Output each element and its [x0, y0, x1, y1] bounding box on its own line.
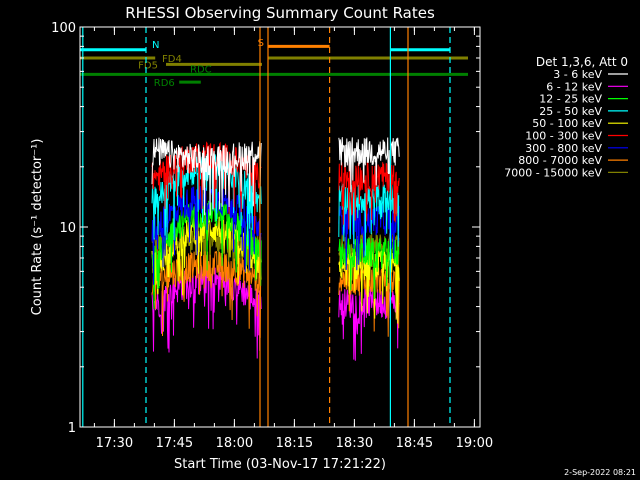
legend-label-25-50-kev: 25 - 50 keV	[539, 105, 602, 118]
series-3-6-kev-orbit-1	[151, 137, 262, 216]
x-tick-label-6: 19:00	[456, 436, 493, 451]
series-3-6-kev-orbit-2	[338, 137, 400, 193]
flag-label-rdc: RDC	[190, 65, 212, 76]
y-tick-label-1: 10	[59, 221, 76, 236]
footer-timestamp: 2-Sep-2022 08:21	[564, 468, 636, 477]
legend-label-3-6-kev: 3 - 6 keV	[553, 68, 602, 81]
legend-label-50-100-kev: 50 - 100 keV	[532, 117, 602, 130]
legend-title: Det 1,3,6, Att 0	[536, 55, 628, 69]
x-tick-label-0: 17:30	[96, 436, 133, 451]
flag-label-fd5: FD5	[138, 60, 158, 71]
x-tick-label-1: 17:45	[156, 436, 193, 451]
legend-label-7000-15000-kev: 7000 - 15000 keV	[504, 166, 602, 179]
x-tick-label-5: 18:45	[396, 436, 433, 451]
legend-label-12-25-kev: 12 - 25 keV	[539, 93, 602, 106]
x-tick-label-3: 18:15	[276, 436, 313, 451]
x-tick-label-4: 18:30	[336, 436, 373, 451]
legend-label-300-800-kev: 300 - 800 keV	[525, 142, 602, 155]
y-tick-label-2: 100	[51, 21, 76, 36]
series-300-800-kev-orbit-1	[151, 186, 262, 285]
flag-label-fd4: FD4	[162, 54, 182, 65]
flag-label-rd6: RD6	[154, 78, 175, 89]
series-12-25-kev-orbit-2	[338, 237, 400, 300]
x-tick-label-2: 18:00	[216, 436, 253, 451]
x-axis-label: Start Time (03-Nov-17 17:21:22)	[174, 457, 386, 472]
y-axis-label: Count Rate (s⁻¹ detector⁻¹)	[30, 139, 45, 316]
legend-label-100-300-kev: 100 - 300 keV	[525, 130, 602, 143]
legend-label-800-7000-kev: 800 - 7000 keV	[518, 154, 602, 167]
series-100-300-kev-orbit-2	[338, 161, 400, 230]
y-tick-label-0: 1	[68, 421, 76, 436]
chart-title: RHESSI Observing Summary Count Rates	[125, 4, 435, 22]
flag-label-s: S	[258, 38, 264, 49]
flag-label-n: N	[152, 40, 159, 51]
legend-label-6-12-kev: 6 - 12 keV	[546, 80, 602, 93]
